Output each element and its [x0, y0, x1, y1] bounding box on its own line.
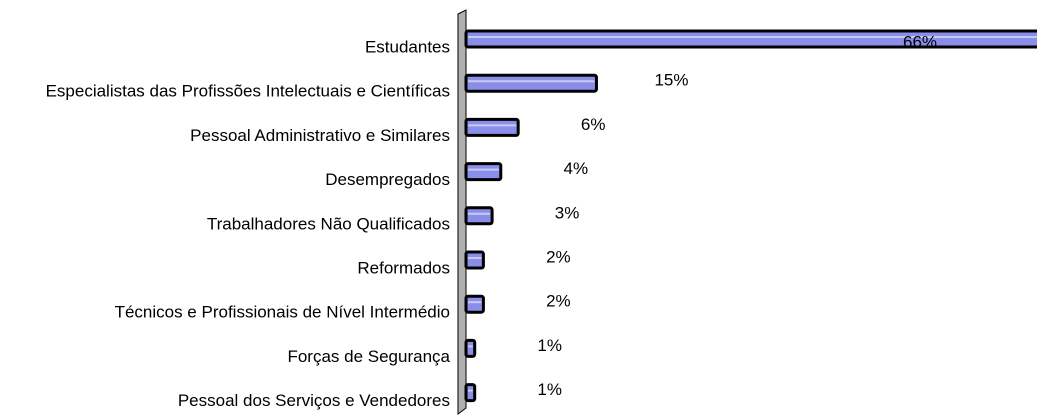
axis-wall [457, 9, 467, 415]
bar [464, 117, 520, 137]
value-label: 66% [903, 32, 937, 51]
value-label: 1% [537, 336, 562, 355]
category-label: Técnicos e Profissionais de Nível Interm… [115, 303, 450, 322]
category-label: Forças de Segurança [287, 347, 450, 366]
bar [464, 73, 598, 93]
category-label: Pessoal dos Serviços e Vendedores [178, 391, 450, 410]
bar [464, 29, 1037, 49]
bar [464, 294, 485, 314]
bar [464, 338, 477, 358]
bar [464, 206, 494, 226]
value-label: 2% [546, 292, 571, 311]
value-label: 6% [581, 115, 606, 134]
category-label: Estudantes [365, 37, 450, 56]
category-label: Trabalhadores Não Qualificados [207, 214, 450, 233]
value-label: 2% [546, 247, 571, 266]
value-label: 15% [654, 71, 688, 90]
bar [464, 383, 477, 403]
bar [464, 250, 485, 270]
category-label: Reformados [357, 258, 450, 277]
category-label: Desempregados [325, 170, 450, 189]
value-label: 3% [555, 203, 580, 222]
bar [464, 162, 503, 182]
value-label: 1% [537, 380, 562, 399]
category-label: Pessoal Administrativo e Similares [190, 126, 450, 145]
category-label: Especialistas das Profissões Intelectuai… [46, 82, 450, 101]
value-label: 4% [563, 159, 588, 178]
